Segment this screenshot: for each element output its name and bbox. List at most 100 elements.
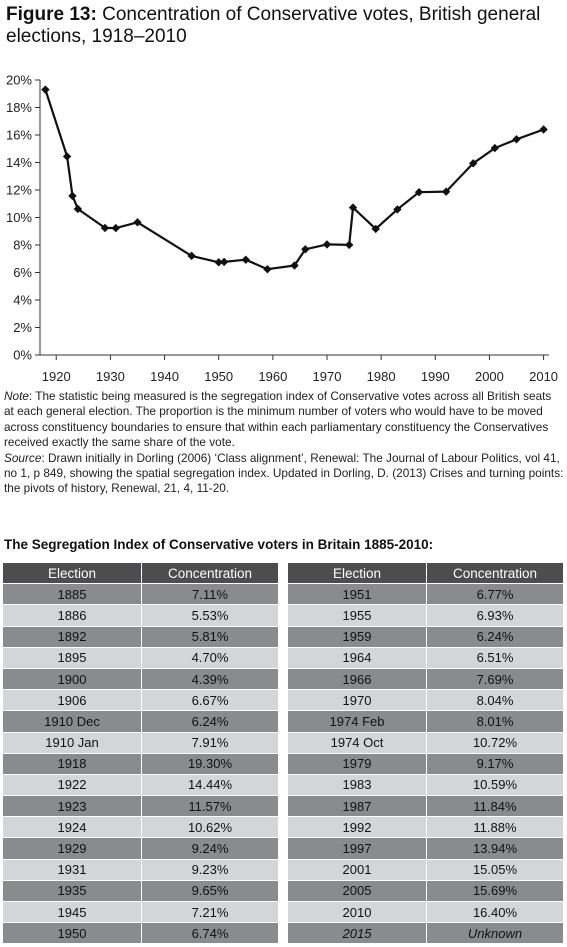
x-tick-label: 1920 bbox=[42, 369, 71, 384]
election-cell: 1929 bbox=[2, 837, 142, 860]
data-point bbox=[219, 257, 229, 267]
election-cell: 1964 bbox=[287, 646, 427, 669]
election-cell: 1959 bbox=[287, 625, 427, 648]
table-row: 2001 15.05% bbox=[287, 858, 564, 881]
table-row: 1922 14.44% bbox=[2, 773, 279, 797]
concentration-cell: 10.59% bbox=[426, 773, 564, 797]
header-concentration: Concentration bbox=[426, 561, 564, 585]
figure-title-text: Concentration of Conservative votes, Bri… bbox=[6, 4, 541, 47]
data-point bbox=[290, 261, 299, 270]
concentration-cell: 9.24% bbox=[141, 837, 279, 860]
table-row: 1987 11.84% bbox=[287, 795, 564, 818]
election-cell: 1983 bbox=[287, 773, 427, 797]
figure-label: Figure 13: bbox=[6, 4, 97, 25]
series-line bbox=[44, 89, 544, 271]
table-row: 1895 4.70% bbox=[2, 646, 279, 669]
table-row: 1923 11.57% bbox=[2, 795, 279, 818]
x-tick-label: 1950 bbox=[204, 369, 233, 384]
election-cell: 1966 bbox=[287, 667, 427, 691]
concentration-cell: 11.88% bbox=[426, 816, 564, 839]
election-cell: 1951 bbox=[287, 583, 427, 606]
concentration-cell: 7.91% bbox=[141, 731, 279, 754]
data-point bbox=[393, 205, 402, 214]
y-tick-label: 4% bbox=[13, 293, 32, 308]
table-row: 1885 7.11% bbox=[2, 583, 279, 606]
source-label: Source bbox=[4, 450, 42, 465]
table-row: 1886 5.53% bbox=[2, 604, 279, 627]
table-row: 2005 15.69% bbox=[287, 879, 564, 903]
election-cell: 1931 bbox=[2, 858, 142, 881]
concentration-cell: 10.72% bbox=[426, 731, 564, 754]
figure-title: Figure 13: Concentration of Conservative… bbox=[6, 4, 562, 48]
table-row: 1997 13.94% bbox=[287, 837, 564, 860]
election-cell: 1997 bbox=[287, 837, 427, 860]
header-election: Election bbox=[287, 561, 427, 585]
election-cell: 1950 bbox=[2, 922, 142, 945]
table-row: 1910 Dec 6.24% bbox=[2, 710, 279, 733]
concentration-cell: 9.23% bbox=[141, 858, 279, 881]
concentration-cell: 10.62% bbox=[141, 816, 279, 839]
data-point bbox=[414, 188, 424, 197]
concentration-cell: 4.70% bbox=[141, 646, 279, 669]
table-row: 1931 9.23% bbox=[2, 858, 279, 881]
table-row: 1900 4.39% bbox=[2, 667, 279, 691]
table-row: 1979 9.17% bbox=[287, 752, 564, 775]
concentration-cell: 7.21% bbox=[141, 900, 279, 924]
x-tick-label: 1990 bbox=[421, 369, 450, 384]
data-point bbox=[214, 258, 223, 267]
concentration-cell: 8.01% bbox=[426, 710, 564, 733]
election-cell: 1892 bbox=[2, 625, 142, 648]
table-row: 1906 6.67% bbox=[2, 689, 279, 712]
data-point bbox=[62, 152, 72, 161]
data-point bbox=[441, 187, 451, 196]
table-row: 1974 Oct 10.72% bbox=[287, 731, 564, 754]
election-cell: 1974 Oct bbox=[287, 731, 427, 754]
concentration-cell: 8.04% bbox=[426, 689, 564, 712]
data-point bbox=[348, 203, 358, 212]
y-tick-label: 10% bbox=[6, 210, 32, 225]
concentration-cell: 19.30% bbox=[141, 752, 279, 775]
concentration-cell: 4.39% bbox=[141, 667, 279, 691]
x-tick-label: 1960 bbox=[258, 369, 287, 384]
election-cell: 1900 bbox=[2, 667, 142, 691]
election-cell: 1910 Jan bbox=[2, 731, 142, 754]
table-row: 1970 8.04% bbox=[287, 689, 564, 712]
election-cell: 2001 bbox=[287, 858, 427, 881]
table-row: 1950 6.74% bbox=[2, 922, 279, 945]
table-row: 1945 7.21% bbox=[2, 900, 279, 924]
election-cell: 1974 Feb bbox=[287, 710, 427, 733]
header-election: Election bbox=[2, 561, 142, 585]
data-point bbox=[301, 245, 310, 254]
election-cell: 1979 bbox=[287, 752, 427, 775]
concentration-cell: 6.93% bbox=[426, 604, 564, 627]
table-row: 1992 11.88% bbox=[287, 816, 564, 839]
data-point bbox=[539, 125, 548, 134]
concentration-cell: 6.77% bbox=[426, 583, 564, 606]
election-cell: 1918 bbox=[2, 752, 142, 775]
x-tick-label: 1930 bbox=[96, 369, 125, 384]
election-cell: 1886 bbox=[2, 604, 142, 627]
data-point bbox=[512, 135, 521, 144]
data-point bbox=[133, 218, 142, 227]
line-chart: 0% 2% 4% 6% 8% 10% 12% 14% 16% 18% 20% 1920 1930 1940… bbox=[6, 73, 558, 385]
data-point bbox=[263, 265, 272, 274]
y-tick-label: 12% bbox=[6, 183, 32, 198]
x-tick-label: 1940 bbox=[150, 369, 179, 384]
concentration-cell: 9.17% bbox=[426, 752, 564, 775]
election-cell: 1924 bbox=[2, 816, 142, 839]
data-point bbox=[344, 240, 354, 250]
y-tick-label: 6% bbox=[13, 265, 32, 280]
x-tick-label: 1970 bbox=[313, 369, 342, 384]
concentration-cell: 14.44% bbox=[141, 773, 279, 797]
concentration-cell: Unknown bbox=[426, 922, 564, 945]
data-point bbox=[468, 159, 478, 168]
concentration-cell: 11.84% bbox=[426, 795, 564, 818]
election-cell: 1895 bbox=[2, 646, 142, 669]
y-tick-label: 20% bbox=[6, 73, 32, 88]
table-row: 1892 5.81% bbox=[2, 625, 279, 648]
data-point bbox=[111, 223, 121, 233]
table-row: 1964 6.51% bbox=[287, 646, 564, 669]
table-row: 1983 10.59% bbox=[287, 773, 564, 797]
concentration-cell: 5.53% bbox=[141, 604, 279, 627]
x-tick-label: 1980 bbox=[367, 369, 396, 384]
